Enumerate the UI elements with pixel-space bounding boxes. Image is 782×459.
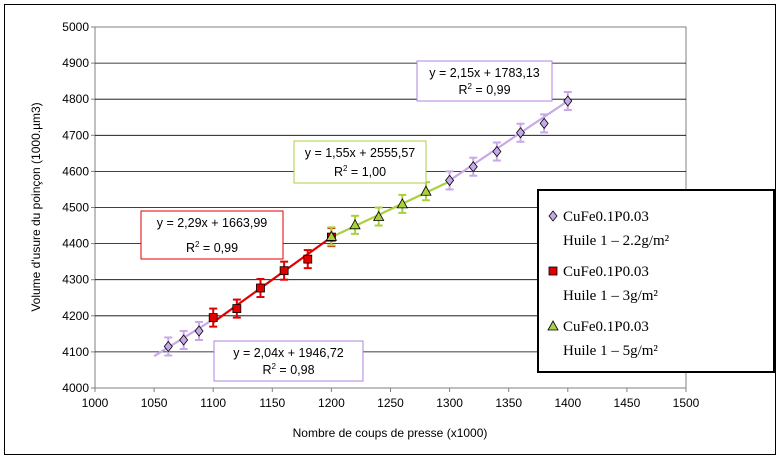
data-point — [349, 219, 361, 230]
y-tick-label: 5000 — [62, 20, 89, 34]
equation-box: y = 2,29x + 1663,99 R2 = 0,99 — [140, 210, 284, 260]
y-tick-label: 4100 — [62, 345, 89, 359]
x-tick-label: 1450 — [614, 396, 641, 410]
data-point — [373, 210, 385, 221]
r-squared-text: R2 = 1,00 — [334, 164, 386, 179]
equation-box: y = 1,55x + 2555,57 R2 = 1,00 — [293, 140, 427, 184]
y-tick-label: 4800 — [62, 92, 89, 106]
x-tick-label: 1500 — [673, 396, 700, 410]
data-point — [420, 185, 432, 196]
legend-marker — [548, 210, 558, 222]
y-axis-title: Volume d'usure du poinçon (1000.µm3) — [29, 102, 43, 311]
r-squared-text: R2 = 0,99 — [458, 82, 510, 97]
data-point — [208, 313, 218, 323]
x-axis-title: Nombre de coups de presse (x1000) — [293, 426, 488, 440]
data-markers — [163, 95, 573, 353]
data-point — [563, 95, 573, 107]
equation-box-border — [213, 340, 364, 382]
x-tick-label: 1000 — [82, 396, 109, 410]
data-point — [232, 304, 242, 313]
data-point — [279, 266, 289, 276]
r-squared-text: R2 = 0,98 — [262, 362, 314, 377]
data-point — [396, 198, 408, 209]
data-point — [468, 161, 478, 173]
x-axis-ticks: 1000 1050 1100 1150 1200 1250 1300 1350 1400 1450… — [82, 388, 700, 410]
x-tick-label: 1250 — [377, 396, 404, 410]
y-tick-label: 4900 — [62, 56, 89, 70]
legend: CuFe0.1P0.03 Huile 1 – 2.2g/m² CuFe0.1P0.0… — [537, 189, 775, 373]
x-tick-label: 1400 — [554, 396, 581, 410]
equation-box: y = 2,04x + 1946,72 R2 = 0,98 — [213, 340, 364, 382]
y-tick-label: 4400 — [62, 237, 89, 251]
data-point — [303, 254, 313, 264]
equation-text: y = 2,04x + 1946,72 — [233, 346, 344, 360]
y-tick-label: 4600 — [62, 164, 89, 178]
x-tick-label: 1150 — [259, 396, 285, 410]
y-tick-label: 4500 — [62, 201, 89, 215]
r-squared-text: R2 = 0,99 — [186, 240, 238, 255]
data-point — [445, 174, 455, 187]
data-point — [539, 117, 549, 130]
legend-label: CuFe0.1P0.03 — [563, 264, 649, 280]
equation-annotations: y = 2,15x + 1783,13 R2 = 0,99 y = 1,55x + … — [140, 60, 553, 382]
data-point — [325, 230, 338, 241]
y-axis-ticks: 4000 4100 4200 4300 4400 4500 4600 4700 4800 4900… — [62, 20, 95, 395]
data-point — [163, 340, 173, 353]
legend-label: CuFe0.1P0.03 — [563, 209, 649, 225]
data-point — [256, 283, 265, 293]
legend-label: Huile 1 – 3g/m² — [563, 288, 658, 304]
y-tick-label: 4300 — [62, 273, 89, 287]
y-tick-label: 4000 — [62, 381, 89, 395]
equation-text: y = 2,15x + 1783,13 — [429, 66, 540, 80]
equation-box-border — [293, 140, 427, 184]
equation-text: y = 1,55x + 2555,57 — [305, 146, 416, 160]
equation-box-border — [416, 60, 553, 102]
equation-box: y = 2,15x + 1783,13 R2 = 0,99 — [416, 60, 553, 102]
x-tick-label: 1100 — [200, 396, 226, 410]
y-tick-label: 4200 — [62, 309, 89, 323]
legend-label: Huile 1 – 2.2g/m² — [563, 233, 670, 249]
legend-box — [537, 189, 775, 373]
x-tick-label: 1300 — [436, 396, 463, 410]
y-tick-label: 4700 — [62, 128, 89, 142]
legend-label: Huile 1 – 5g/m² — [563, 343, 658, 359]
legend-marker — [548, 266, 558, 276]
x-tick-label: 1350 — [495, 396, 522, 410]
x-tick-label: 1050 — [141, 396, 168, 410]
data-point — [179, 334, 189, 346]
equation-box-border — [140, 210, 284, 260]
legend-marker — [547, 320, 559, 331]
data-point — [492, 145, 502, 158]
x-tick-label: 1200 — [318, 396, 345, 410]
error-bars — [164, 90, 572, 357]
legend-label: CuFe0.1P0.03 — [563, 319, 649, 335]
data-point — [194, 325, 204, 337]
equation-text: y = 2,29x + 1663,99 — [157, 216, 268, 230]
data-point — [516, 127, 526, 139]
